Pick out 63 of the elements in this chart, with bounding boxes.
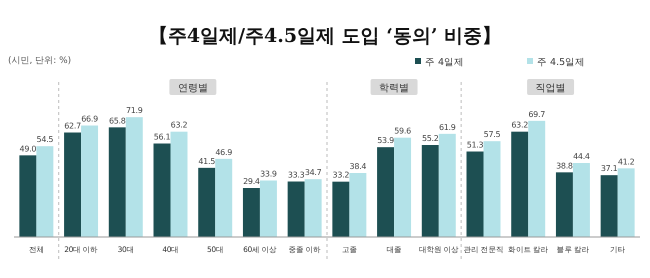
chart-title: 【주4일제/주4.5일제 도입 ‘동의’ 비중】 [148,25,502,47]
bar [64,132,82,237]
legend-label: 주 4일제 [425,57,464,68]
bar [422,145,439,237]
data-label: 57.5 [484,130,501,140]
bar [36,146,54,237]
data-label: 37.1 [600,164,618,174]
data-label: 71.9 [126,106,143,116]
data-label: 65.8 [108,116,126,126]
bar [260,180,277,237]
bar [170,132,188,237]
data-label: 29.4 [243,177,260,186]
bar [108,127,126,237]
data-label: 61.9 [438,122,456,132]
data-label: 53.9 [377,136,394,146]
text: 연령별 [178,83,208,94]
data-label: 63.2 [511,120,528,130]
legend-label: 주 4.5일제 [537,57,586,68]
bar [528,120,546,237]
data-label: 38.4 [350,162,366,172]
chart-subtitle: (시민, 단위: %) [8,56,72,66]
data-label: 33.3 [288,170,305,180]
bar [198,168,216,237]
data-label: 46.9 [215,148,232,157]
bar [288,182,305,237]
data-label: 69.7 [528,110,546,119]
data-label: 51.3 [466,140,484,150]
data-label: 34.7 [304,168,322,178]
data-label: 62.7 [64,122,82,131]
bar [618,168,635,237]
bar [377,147,394,237]
bar [600,175,618,237]
text: 학력별 [379,83,410,94]
bar [242,188,260,237]
data-label: 56.1 [154,132,171,142]
data-label: 33.9 [260,170,277,179]
data-label: 41.5 [198,156,216,166]
bar [484,141,500,237]
data-label: 66.9 [81,114,98,124]
data-label: 41.2 [618,157,635,166]
data-label: 44.4 [573,152,590,162]
bar [332,182,350,237]
data-label: 54.5 [36,135,54,144]
text: 직업별 [536,83,566,94]
bar [215,158,232,237]
bar [154,144,170,237]
bar [126,117,143,237]
bar [81,126,98,237]
bar [511,132,528,237]
data-label: 49.0 [20,144,36,154]
data-label: 63.2 [170,120,188,130]
data-label: 38.8 [556,161,573,170]
bar [19,155,36,237]
bar [349,173,366,237]
bar [438,134,456,237]
data-label: 59.6 [394,126,412,136]
bar [572,163,590,237]
data-label: 33.2 [332,170,350,180]
bar [304,179,322,237]
data-label: 55.2 [422,134,439,144]
bar [394,138,412,237]
bar [466,152,484,237]
bar [556,172,573,237]
